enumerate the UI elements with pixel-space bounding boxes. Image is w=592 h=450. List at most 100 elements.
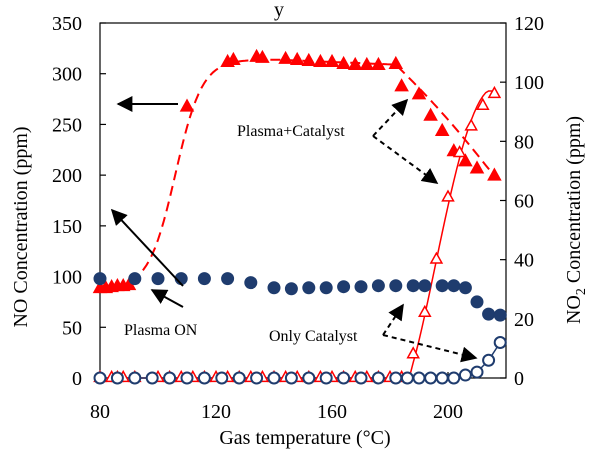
- marker-only-catalyst-no2: [371, 371, 385, 385]
- marker-only-catalyst-no2: [197, 371, 211, 385]
- marker-plasma-catalyst-no: [423, 107, 438, 121]
- marker-plasma-catalyst-no: [301, 52, 317, 66]
- marker-plasma-catalyst-no: [394, 78, 409, 92]
- marker-only-catalyst-no2: [470, 365, 484, 379]
- marker-plasma-catalyst-no2: [464, 118, 478, 131]
- marker-only-catalyst-no: [418, 279, 432, 293]
- marker-only-catalyst-no2: [424, 371, 438, 385]
- marker-only-catalyst-no2: [412, 371, 426, 385]
- arrow-only-catalyst-no2: [382, 334, 478, 363]
- x-tick-label: 200: [433, 401, 463, 423]
- marker-only-catalyst-no2: [163, 371, 177, 385]
- data-markers: [92, 48, 507, 385]
- annotation-arrows: [110, 96, 478, 363]
- annotation-plasma-catalyst: Plasma+Catalyst: [237, 123, 345, 140]
- y-axis-label-right-prefix: NO: [563, 295, 585, 324]
- marker-only-catalyst-no: [319, 281, 333, 295]
- annotation-plasma-on: Plasma ON: [124, 322, 198, 339]
- y-axis-label-left: NO Concentration (ppm): [10, 126, 32, 327]
- marker-only-catalyst-no: [458, 281, 472, 295]
- marker-plasma-catalyst-no: [324, 53, 340, 67]
- marker-plasma-catalyst-no2: [406, 346, 420, 359]
- marker-only-catalyst-no2: [435, 371, 449, 385]
- marker-plasma-catalyst-no: [336, 55, 351, 70]
- marker-only-catalyst-no2: [232, 371, 246, 385]
- marker-only-catalyst-no2: [284, 371, 298, 385]
- marker-only-catalyst-no2: [493, 336, 507, 349]
- marker-only-catalyst-no: [244, 276, 258, 290]
- marker-plasma-catalyst-no: [255, 49, 270, 63]
- marker-only-catalyst-no2: [145, 371, 159, 385]
- left-tick-label: 350: [52, 13, 82, 35]
- right-tick-label: 100: [514, 72, 544, 94]
- marker-plasma-catalyst-no: [469, 160, 485, 174]
- marker-plasma-catalyst-no: [458, 153, 473, 167]
- marker-only-catalyst-no2: [180, 371, 194, 385]
- marker-only-catalyst-no2: [128, 371, 142, 385]
- marker-only-catalyst-no2: [93, 371, 107, 385]
- marker-plasma-catalyst-no2: [429, 251, 444, 264]
- marker-only-catalyst-no: [493, 308, 507, 322]
- marker-only-catalyst-no: [406, 279, 420, 293]
- y-axis-label-right-sub: 2: [574, 288, 589, 295]
- left-tick-label: 150: [52, 216, 82, 238]
- left-axis-ticks: 0 50 100 150 200 250 300 350: [52, 13, 106, 390]
- x-axis-label: Gas temperature (°C): [219, 427, 390, 449]
- right-tick-label: 0: [514, 368, 524, 390]
- marker-plasma-catalyst-no: [179, 98, 195, 112]
- marker-only-catalyst-no: [284, 282, 298, 296]
- marker-plasma-catalyst-no2: [487, 85, 502, 99]
- marker-plasma-catalyst-no2: [441, 189, 455, 202]
- marker-only-catalyst-no: [435, 279, 449, 293]
- marker-plasma-catalyst-no: [313, 53, 328, 67]
- marker-only-catalyst-no: [337, 280, 351, 294]
- y-axis-label-right: NO2 Concentration (ppm): [563, 116, 589, 324]
- marker-plasma-catalyst-no: [359, 56, 375, 71]
- marker-plasma-catalyst-no2: [476, 97, 490, 110]
- left-tick-label: 100: [52, 267, 82, 289]
- marker-plasma-catalyst-no: [434, 122, 450, 136]
- marker-plasma-catalyst-no: [347, 56, 363, 71]
- marker-only-catalyst-no: [197, 272, 211, 286]
- x-tick-label: 160: [317, 401, 347, 423]
- marker-only-catalyst-no2: [482, 353, 496, 367]
- annotation-only-catalyst: Only Catalyst: [269, 328, 358, 345]
- marker-only-catalyst-no: [470, 295, 484, 309]
- arrow-plasma-catalyst-no2: [372, 135, 439, 184]
- marker-only-catalyst-no: [302, 281, 316, 295]
- marker-plasma-catalyst-no2: [418, 304, 432, 318]
- left-tick-label: 0: [72, 368, 82, 390]
- marker-only-catalyst-no2: [250, 371, 264, 385]
- left-tick-label: 200: [52, 165, 82, 187]
- marker-plasma-catalyst-no: [371, 56, 386, 71]
- marker-only-catalyst-no: [447, 279, 461, 293]
- marker-plasma-catalyst-no: [411, 86, 427, 100]
- marker-only-catalyst-no: [389, 279, 403, 293]
- marker-plasma-catalyst-no: [226, 51, 241, 65]
- marker-only-catalyst-no: [482, 307, 496, 321]
- title-fragment: y: [274, 0, 284, 21]
- left-tick-label: 300: [52, 64, 82, 86]
- arrow-plasma-on-lower: [150, 289, 184, 308]
- right-tick-label: 40: [514, 250, 534, 272]
- marker-plasma-catalyst-no: [487, 167, 502, 181]
- marker-only-catalyst-no: [93, 272, 107, 286]
- marker-only-catalyst-no2: [447, 371, 461, 385]
- marker-only-catalyst-no: [151, 272, 165, 286]
- marker-only-catalyst-no2: [400, 371, 414, 385]
- right-tick-label: 20: [514, 309, 534, 331]
- marker-plasma-catalyst-no: [278, 50, 293, 64]
- arrow-only-catalyst-no: [382, 303, 404, 336]
- right-axis-ticks: 0 20 40 60 80 100 120: [500, 13, 544, 390]
- x-tick-label: 120: [201, 401, 231, 423]
- marker-only-catalyst-no2: [354, 371, 368, 385]
- marker-only-catalyst-no2: [389, 371, 403, 385]
- x-axis-ticks: 80 120 160 200: [90, 372, 463, 423]
- marker-only-catalyst-no2: [319, 371, 333, 385]
- marker-plasma-catalyst-no: [388, 55, 404, 70]
- fit-line-plasma-catalyst-no: [99, 58, 496, 289]
- marker-only-catalyst-no2: [458, 368, 472, 382]
- right-tick-label: 60: [514, 191, 534, 213]
- marker-only-catalyst-no: [354, 280, 368, 294]
